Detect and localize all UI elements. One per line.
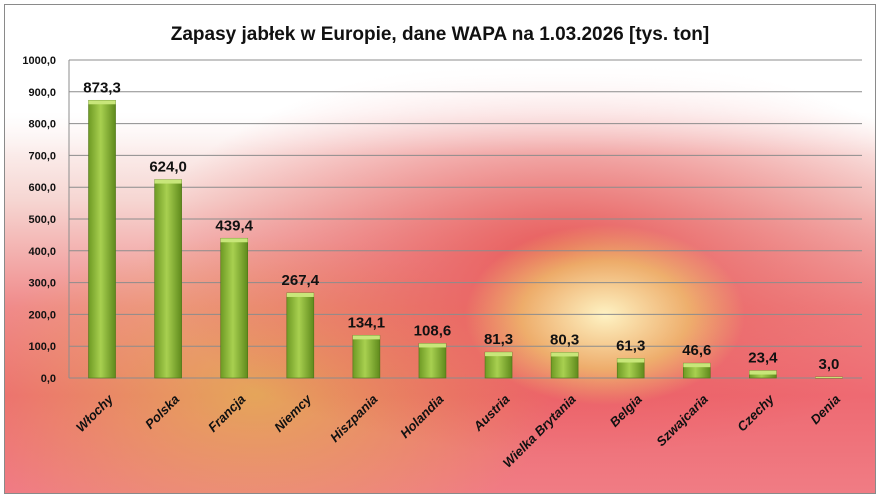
y-tick-label: 400,0: [28, 246, 56, 258]
bar-top: [418, 343, 446, 348]
data-label: 80,3: [550, 331, 579, 348]
x-tick-label: Niemcy: [271, 391, 315, 435]
x-tick-label: Hiszpania: [327, 392, 381, 446]
bar: [352, 335, 381, 379]
x-tick-label: Holandia: [397, 392, 446, 441]
bar: [418, 343, 447, 379]
data-label: 267,4: [282, 272, 320, 289]
x-tick-label: Polska: [142, 392, 182, 432]
data-label: 624,0: [149, 159, 187, 176]
x-tick-label: Wielka Brytania: [500, 392, 579, 471]
x-tick-label: Belgia: [607, 392, 645, 430]
data-label: 61,3: [616, 338, 645, 355]
chart-title: Zapasy jabłek w Europie, dane WAPA na 1.…: [171, 24, 710, 45]
bar-top: [154, 179, 182, 184]
bar-top: [88, 100, 116, 105]
data-label: 873,3: [83, 79, 121, 96]
bar-top: [749, 370, 777, 375]
y-tick-label: 100,0: [28, 341, 56, 353]
data-label: 23,4: [748, 350, 778, 367]
bar: [286, 292, 315, 379]
y-tick-label: 300,0: [28, 278, 56, 290]
y-tick-label: 600,0: [28, 182, 56, 194]
bar-top: [485, 352, 513, 357]
y-tick-label: 700,0: [28, 150, 56, 162]
chart-area: [4, 4, 876, 494]
bar-top: [683, 363, 711, 368]
y-tick-label: 200,0: [28, 309, 56, 321]
bar: [550, 352, 579, 379]
y-tick-label: 0,0: [41, 373, 56, 385]
data-label: 46,6: [682, 342, 711, 359]
data-label: 3,0: [819, 356, 840, 373]
y-tick-label: 500,0: [28, 214, 56, 226]
x-tick-label: Włochy: [73, 391, 117, 435]
data-label: 134,1: [348, 314, 386, 331]
x-tick-label: Czechy: [734, 391, 777, 434]
bar-top: [551, 352, 579, 357]
bar-top: [815, 377, 843, 378]
bar-top: [286, 292, 314, 297]
y-tick-label: 900,0: [28, 87, 56, 99]
y-tick-label: 1000,0: [22, 55, 56, 67]
bar-top: [352, 335, 380, 340]
x-tick-label: Francja: [205, 392, 248, 435]
bar: [88, 99, 116, 379]
data-label: 439,4: [215, 217, 253, 234]
data-label: 108,6: [414, 322, 452, 339]
x-tick-label: Szwajcaria: [653, 392, 711, 450]
bar: [484, 351, 513, 379]
bar-top: [617, 358, 645, 363]
y-tick-label: 800,0: [28, 119, 56, 131]
x-tick-label: Denia: [807, 392, 843, 428]
data-label: 81,3: [484, 331, 513, 348]
x-tick-label: Austria: [470, 392, 513, 435]
bar: [154, 179, 182, 379]
bar: [220, 237, 249, 379]
bar-top: [220, 238, 248, 243]
